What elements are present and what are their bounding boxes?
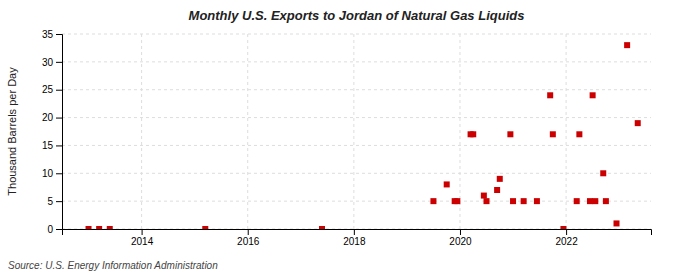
y-tick: 25 xyxy=(42,84,62,95)
y-axis-line xyxy=(56,35,63,230)
grid-line xyxy=(62,145,651,146)
x-tick: 2022 xyxy=(555,229,578,247)
point xyxy=(481,193,487,199)
point xyxy=(444,181,450,187)
y-axis: 0 5 10 15 20 25 30 35 xyxy=(42,29,63,235)
grid-line xyxy=(566,34,567,229)
point xyxy=(454,198,460,204)
x-tick-mark xyxy=(142,229,143,235)
point xyxy=(86,226,92,229)
point xyxy=(484,198,490,204)
point xyxy=(550,131,556,137)
y-tick-label: 25 xyxy=(42,84,54,95)
point xyxy=(521,198,527,204)
x-tick-mark xyxy=(248,229,249,235)
y-tick-mark xyxy=(56,62,62,63)
x-tick: 2018 xyxy=(343,229,366,247)
x-tick: 2020 xyxy=(449,229,472,247)
point xyxy=(470,131,476,137)
y-tick-mark xyxy=(56,34,62,35)
point xyxy=(319,226,325,229)
x-tick-mark xyxy=(460,229,461,235)
y-tick: 15 xyxy=(42,140,62,151)
y-tick: 5 xyxy=(47,196,62,207)
y-tick-mark xyxy=(56,118,62,119)
y-tick-mark xyxy=(56,90,62,91)
x-tick-label: 2014 xyxy=(131,236,154,247)
y-tick: 0 xyxy=(47,224,62,235)
point xyxy=(494,187,500,193)
y-axis-title: Thousand Barrels per Day xyxy=(6,67,18,196)
grid xyxy=(62,34,651,229)
y-tick: 30 xyxy=(42,57,62,68)
point xyxy=(600,170,606,176)
point xyxy=(590,92,596,98)
x-tick: 2016 xyxy=(237,229,260,247)
point xyxy=(430,198,436,204)
x-axis: 2014 2016 2018 2020 2022 xyxy=(63,229,652,247)
point xyxy=(547,92,553,98)
grid-line xyxy=(353,34,354,229)
grid-line xyxy=(62,89,651,90)
point xyxy=(624,42,630,48)
point xyxy=(587,198,593,204)
x-axis-line xyxy=(63,230,652,236)
point xyxy=(576,131,582,137)
point xyxy=(635,120,641,126)
x-tick-label: 2016 xyxy=(237,236,260,247)
y-tick-label: 20 xyxy=(42,112,54,123)
y-tick-label: 0 xyxy=(47,224,53,235)
x-tick-label: 2018 xyxy=(343,236,366,247)
x-tick-label: 2022 xyxy=(555,236,578,247)
point xyxy=(202,226,208,229)
grid-line xyxy=(62,117,651,118)
y-tick-label: 35 xyxy=(42,29,54,40)
grid-line xyxy=(62,61,651,62)
y-tick-mark xyxy=(56,201,62,202)
x-tick: 2014 xyxy=(131,229,154,247)
grid-line xyxy=(62,201,651,202)
title: Monthly U.S. Exports to Jordan of Natura… xyxy=(189,8,525,23)
point xyxy=(614,220,620,226)
x-tick-mark xyxy=(566,229,567,235)
grid-line xyxy=(62,34,651,35)
point xyxy=(507,131,513,137)
points xyxy=(86,42,641,229)
point xyxy=(534,198,540,204)
point xyxy=(497,176,503,182)
y-tick-label: 5 xyxy=(47,196,53,207)
y-tick: 35 xyxy=(42,29,62,40)
point xyxy=(107,226,113,229)
point xyxy=(510,198,516,204)
grid-line xyxy=(141,34,142,229)
point xyxy=(574,198,580,204)
y-tick: 10 xyxy=(42,168,62,179)
y-tick-label: 30 xyxy=(42,57,54,68)
plot: 2014 2016 2018 2020 2022 0 5 10 15 20 25 30 35 xyxy=(42,29,652,247)
grid-line xyxy=(247,34,248,229)
point xyxy=(592,198,598,204)
y-tick-mark xyxy=(56,145,62,146)
grid-line xyxy=(62,173,651,174)
chart: 2014 2016 2018 2020 2022 0 5 10 15 20 25 30 35 Monthl… xyxy=(0,0,675,275)
source-note: Source: U.S. Energy Information Administ… xyxy=(8,260,218,271)
point xyxy=(560,226,566,229)
point xyxy=(96,226,102,229)
y-tick-label: 10 xyxy=(42,168,54,179)
y-tick-mark xyxy=(56,173,62,174)
point xyxy=(603,198,609,204)
y-tick-label: 15 xyxy=(42,140,54,151)
x-tick-mark xyxy=(354,229,355,235)
y-tick-mark xyxy=(56,229,62,230)
x-tick-label: 2020 xyxy=(449,236,472,247)
y-tick: 20 xyxy=(42,112,62,123)
